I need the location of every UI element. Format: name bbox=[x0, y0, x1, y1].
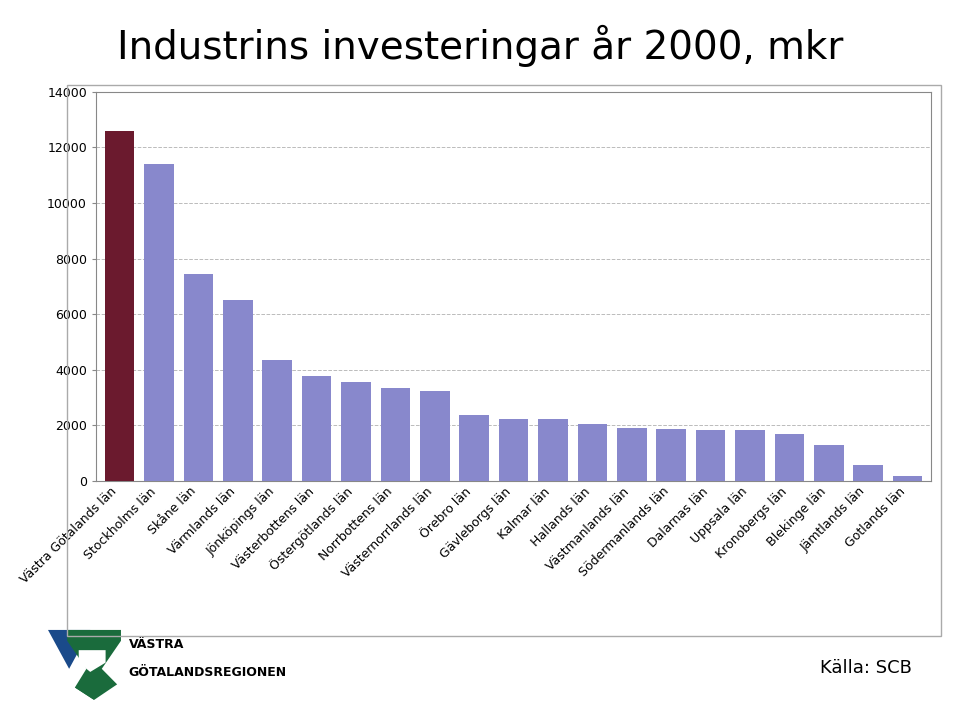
Bar bbox=[539, 419, 567, 481]
Polygon shape bbox=[75, 682, 94, 700]
Bar bbox=[735, 431, 765, 481]
Bar bbox=[420, 391, 449, 481]
Bar bbox=[578, 424, 607, 481]
Bar bbox=[893, 477, 923, 481]
Bar bbox=[696, 430, 726, 481]
Bar bbox=[380, 388, 410, 481]
Polygon shape bbox=[79, 650, 106, 672]
Bar bbox=[617, 428, 647, 481]
Polygon shape bbox=[48, 630, 90, 669]
Bar bbox=[814, 445, 844, 481]
Text: GÖTALANDSREGIONEN: GÖTALANDSREGIONEN bbox=[129, 666, 287, 679]
Bar bbox=[853, 464, 883, 481]
Bar bbox=[223, 300, 252, 481]
Bar bbox=[144, 164, 174, 481]
Bar bbox=[183, 274, 213, 481]
Text: Industrins investeringar år 2000, mkr: Industrins investeringar år 2000, mkr bbox=[117, 25, 843, 67]
Bar bbox=[262, 360, 292, 481]
Bar bbox=[775, 434, 804, 481]
Bar bbox=[301, 375, 331, 481]
Bar bbox=[499, 419, 528, 481]
Bar bbox=[460, 414, 489, 481]
Text: VÄSTRA: VÄSTRA bbox=[129, 638, 184, 650]
Bar bbox=[341, 382, 371, 481]
Text: Källa: SCB: Källa: SCB bbox=[820, 659, 912, 677]
Bar bbox=[657, 429, 686, 481]
Polygon shape bbox=[67, 630, 121, 700]
Bar bbox=[105, 131, 134, 481]
